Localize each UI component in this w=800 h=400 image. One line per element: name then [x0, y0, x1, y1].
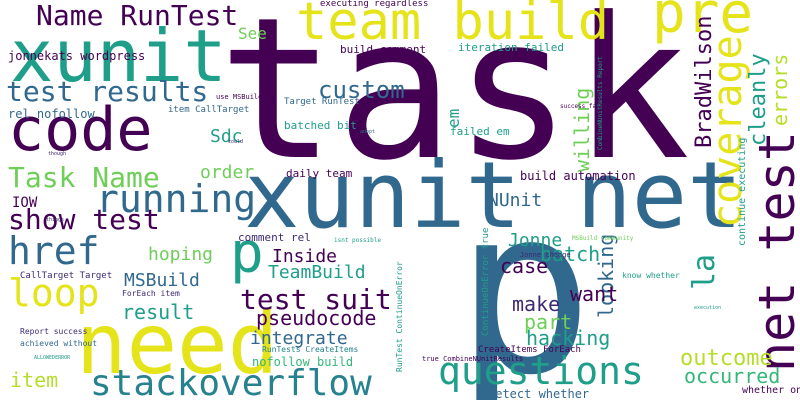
word-running: running — [96, 177, 257, 221]
word-msbuild-community: MSBuild Community — [572, 235, 634, 242]
word-p: p — [455, 159, 594, 400]
word-make: make — [512, 292, 561, 316]
word-nofollow-build: nofollow build — [252, 355, 354, 369]
word-item-calltarget: item CallTarget — [168, 105, 250, 115]
word-questions: questions — [438, 349, 644, 393]
word-item: item — [10, 368, 59, 392]
word-continueonerror-true-vertical: ContinueOnError true — [481, 227, 491, 336]
word-tiny-3: things — [46, 217, 65, 223]
word-tiny-2: though — [48, 151, 67, 157]
word-report-success: Report success — [20, 327, 88, 336]
word-tiny-1: adopt — [360, 129, 376, 135]
word-use-msbuild: use MSBuild — [216, 93, 263, 101]
word-test-suit: test suit — [240, 283, 392, 316]
word-target-runtest: Target RunTest — [284, 97, 360, 107]
word-willing-vertical: willing — [570, 87, 594, 172]
word-xunit-net: xunit net — [244, 142, 743, 249]
word-occurred: occurred — [684, 364, 781, 388]
word-nunit: NUnit — [488, 190, 543, 211]
word-show-test: show test — [8, 203, 160, 236]
word-sdc: Sdc — [210, 126, 243, 147]
word-net-test-vertical: net test — [748, 131, 800, 372]
word-order: order — [200, 162, 255, 183]
word-part: part — [524, 310, 573, 334]
word-daily-team: daily team — [286, 167, 353, 180]
word-runtests-createitems: RunTests CreateItems — [262, 345, 359, 354]
word-jonnekats-wordpress: jonnekats wordpress — [8, 49, 146, 63]
word-msbuild: MSBuild — [124, 270, 200, 291]
word-failed-em: failed em — [450, 125, 510, 138]
word-iteration-failed: iteration failed — [458, 41, 564, 54]
word-jonne: Jonne — [508, 230, 563, 251]
word-know-whether: know whether — [622, 271, 680, 280]
word-runtest-continueonerror-vertical: RunTest ContinueOnError — [395, 261, 404, 372]
word-case: case — [500, 254, 549, 278]
word-teambuild: TeamBuild — [268, 262, 366, 283]
word-tiny-6: ALLOWEDERROR — [34, 355, 71, 361]
word-combinenunitresults-report-vertical: CombineNUnitResults Report — [597, 56, 604, 150]
word-xunit: xunit — [10, 14, 227, 98]
word-errors-vertical: errors — [768, 53, 792, 126]
word-true-combinenunitresults: true CombineNUnitResults — [422, 355, 524, 363]
word-task-name: Task Name — [8, 161, 160, 194]
word-pseudocode: pseudocode — [256, 306, 377, 330]
word-continue-executing-vertical: continue executing — [737, 137, 748, 246]
word-p-small: p — [230, 221, 264, 286]
word-rel-nofollow: rel nofollow — [8, 107, 95, 121]
word-tiny-5: could — [228, 139, 244, 145]
word-stackoverflow: stackoverflow — [90, 363, 372, 400]
word-isnt-possible: isnt possible — [334, 237, 381, 244]
word-task: task — [218, 0, 691, 204]
word-need: need — [76, 295, 279, 393]
word-tiny-4: execution — [694, 305, 722, 311]
word-achieved-without: achieved without — [20, 339, 98, 348]
word-test-results: test results — [6, 75, 209, 108]
word-whether-one: whether one — [742, 385, 800, 396]
word-integrate: integrate — [250, 328, 348, 349]
word-calltarget-target: CallTarget Target — [20, 271, 113, 281]
word-bradwilson-vertical: BradWilson — [692, 15, 717, 148]
word-foreach-item: ForEach item — [122, 289, 180, 298]
word-la-vertical: la — [687, 253, 722, 290]
word-createitems-foreach: CreateItems ForEach — [478, 345, 581, 355]
word-code: code — [8, 95, 153, 165]
word-pre: pre — [652, 0, 754, 46]
word-batch: batch — [540, 242, 601, 266]
word-custom: custom — [318, 76, 405, 104]
word-iow: IOW — [12, 195, 38, 211]
word-executing-regardless: executing regardless — [320, 0, 429, 9]
word-jonne-change: Jonne change — [520, 251, 571, 259]
word-href: href — [8, 229, 100, 273]
word-name-runtest: Name RunTest — [36, 0, 239, 32]
word-build-comment: build comment — [340, 43, 427, 56]
word-hoping: hoping — [148, 244, 214, 265]
word-batched-bit: batched bit — [284, 119, 357, 132]
word-team-build: team build — [296, 0, 610, 52]
word-outcome: outcome — [680, 346, 773, 371]
word-inside: Inside — [272, 246, 338, 267]
word-hacking: hacking — [526, 326, 611, 350]
word-comment-rel: comment rel — [238, 231, 311, 244]
word-success-failure: success failure — [560, 103, 615, 110]
word-cleanly-vertical: cleanly — [746, 53, 771, 146]
word-loop: loop — [8, 271, 100, 315]
word-want: want — [570, 282, 619, 306]
word-detect-whether: detect whether — [488, 387, 590, 400]
word-result: result — [122, 300, 195, 324]
word-build-automation: build automation — [520, 169, 636, 183]
word-see: See — [238, 24, 267, 43]
